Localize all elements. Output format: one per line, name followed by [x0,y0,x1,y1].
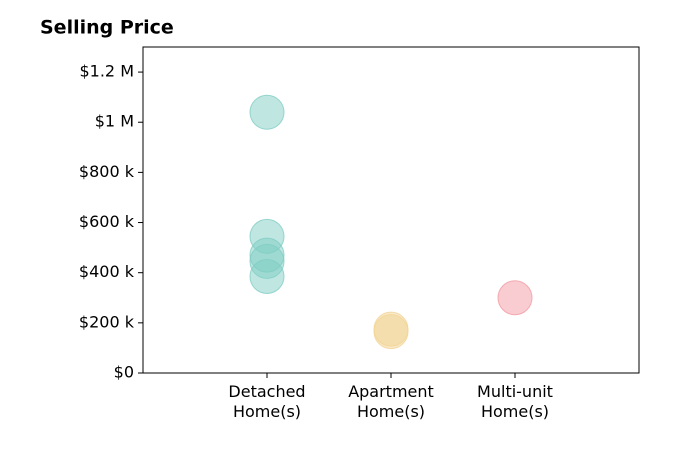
point [249,258,285,294]
x-tick-label: Multi-unit Home(s) [477,382,553,421]
point [249,94,285,130]
y-tick-label: $600 k [79,212,135,231]
point [373,314,409,350]
y-tick-label: $800 k [79,162,135,181]
x-tick-label: Apartment Home(s) [348,382,434,421]
y-tick-label: $1.2 M [79,62,134,81]
point [497,280,533,316]
y-tick-label: $200 k [79,312,135,331]
y-tick-label: $400 k [79,262,135,281]
chart-title: Selling Price [40,17,174,39]
y-tick-label: $1 M [95,112,134,131]
y-tick-label: $0 [114,363,134,382]
x-tick-label: Detached Home(s) [228,382,306,421]
